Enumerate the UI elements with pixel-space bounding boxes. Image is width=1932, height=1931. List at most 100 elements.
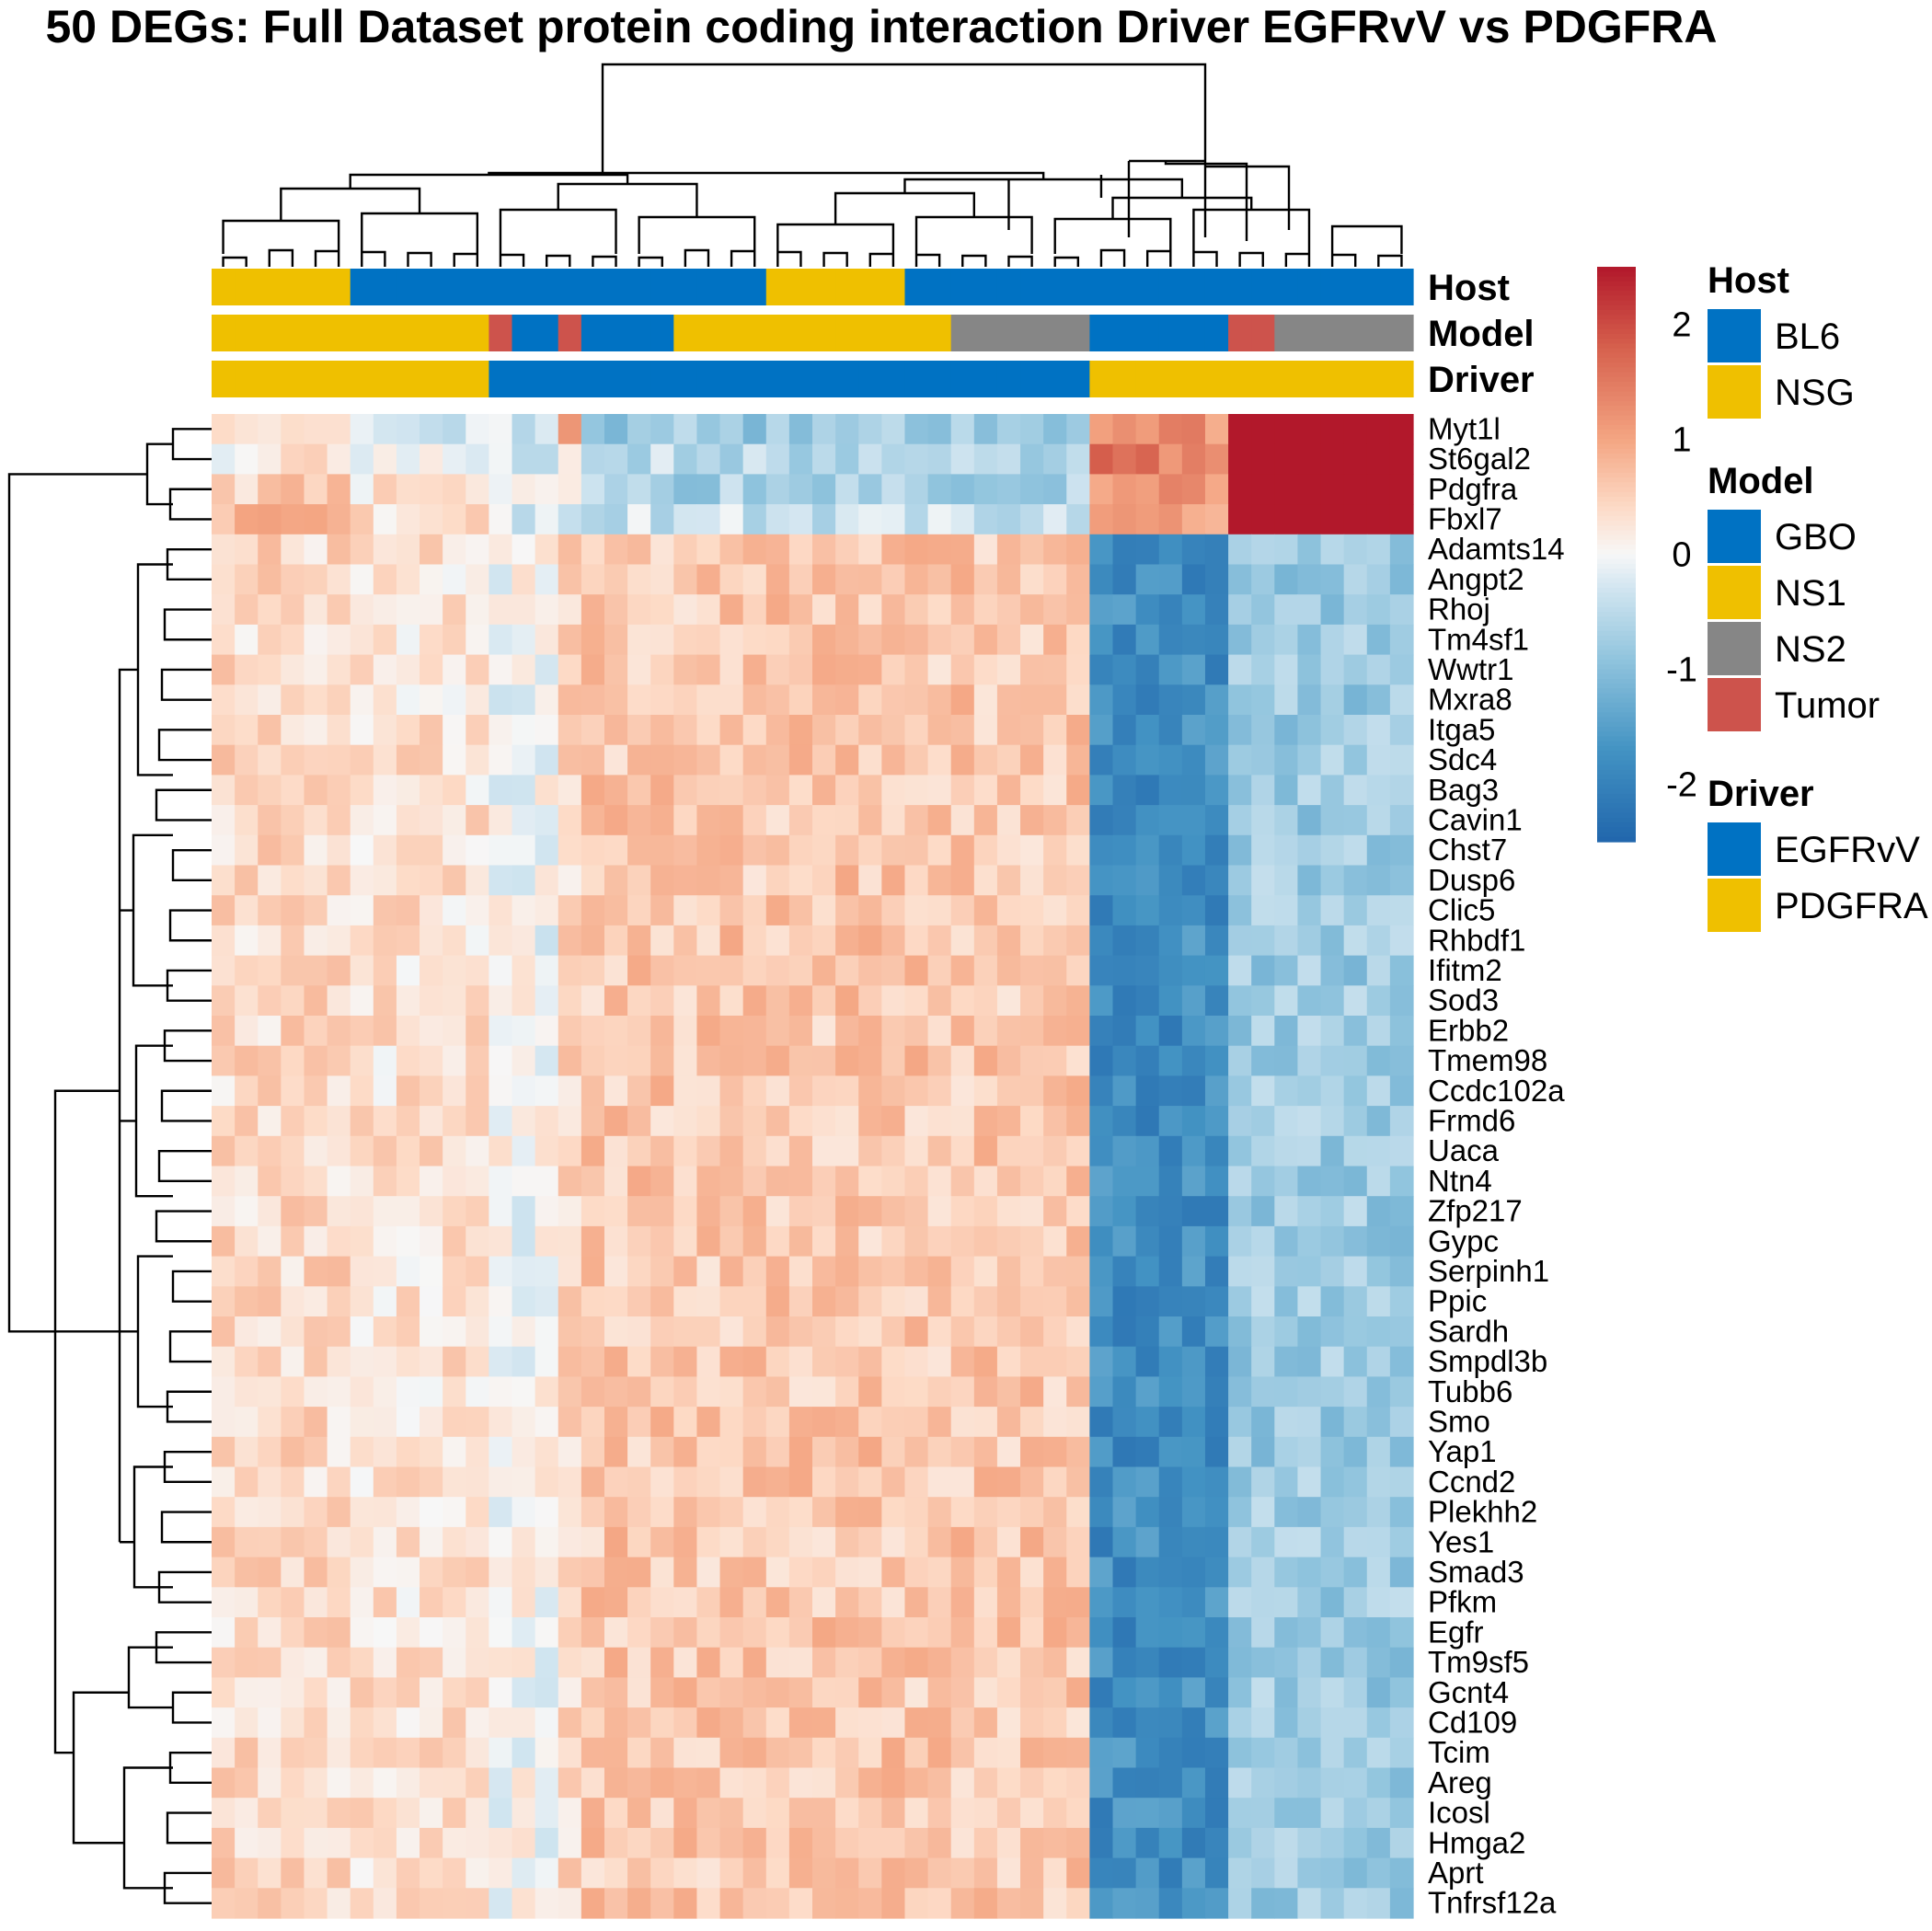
heatmap-cell — [420, 744, 443, 776]
annotation-cell-model — [742, 315, 767, 351]
heatmap-cell — [696, 1888, 721, 1919]
heatmap-cell — [235, 1737, 259, 1769]
heatmap-cell — [373, 654, 397, 685]
heatmap-cell — [350, 1346, 374, 1377]
heatmap-cell — [1389, 1526, 1414, 1558]
heatmap-cell — [396, 564, 420, 595]
heatmap-cell — [1112, 1827, 1137, 1859]
heatmap-cell — [512, 1346, 536, 1377]
heatmap-cell — [581, 1526, 605, 1558]
heatmap-cell — [466, 925, 489, 957]
heatmap-cell — [373, 1436, 397, 1468]
heatmap-cell — [1297, 1436, 1322, 1468]
heatmap-cell — [812, 1256, 836, 1287]
heatmap-cell — [281, 654, 305, 685]
colorbar-segment — [1597, 788, 1636, 795]
heatmap-cell — [1112, 775, 1137, 806]
heatmap-cell — [927, 1256, 952, 1287]
heatmap-cell — [535, 624, 559, 656]
heatmap-cell — [1043, 1045, 1067, 1076]
heatmap-cell — [1158, 1316, 1183, 1348]
heatmap-cell — [904, 1225, 929, 1258]
heatmap-cell — [466, 1677, 489, 1708]
heatmap-cell — [1343, 834, 1368, 867]
heatmap-cell — [1228, 1827, 1252, 1859]
heatmap-cell — [788, 1827, 813, 1859]
heatmap-cell — [742, 955, 767, 986]
annotation-cell-model — [996, 315, 1021, 351]
heatmap-cell — [558, 925, 582, 957]
heatmap-cell — [1089, 1587, 1114, 1618]
colorbar-segment — [1597, 339, 1636, 344]
heatmap-cell — [627, 805, 651, 836]
heatmap-cell — [235, 1677, 259, 1708]
annotation-cell-driver — [673, 361, 698, 397]
heatmap-cell — [396, 744, 420, 776]
heatmap-cell — [742, 1075, 767, 1107]
annotation-cell-driver — [858, 361, 882, 397]
heatmap-cell — [466, 1346, 489, 1377]
heatmap-cell — [443, 414, 466, 445]
heatmap-cell — [1066, 895, 1090, 926]
colorbar-segment — [1597, 487, 1636, 493]
heatmap-cell — [327, 624, 351, 656]
heatmap-cell — [212, 775, 236, 806]
heatmap-cell — [1228, 534, 1252, 566]
heatmap-cell — [973, 1677, 998, 1708]
heatmap-cell — [742, 474, 767, 505]
heatmap-cell — [443, 744, 466, 776]
heatmap-cell — [235, 1767, 259, 1799]
heatmap-cell — [327, 1346, 351, 1377]
heatmap-cell — [1366, 1135, 1391, 1167]
gene-label: Fbxl7 — [1428, 502, 1502, 536]
annotation-cell-host — [212, 269, 236, 305]
annotation-cell-model — [904, 315, 929, 351]
heatmap-cell — [235, 1647, 259, 1678]
heatmap-cell — [212, 414, 236, 445]
heatmap-cell — [835, 654, 859, 685]
heatmap-cell — [1043, 504, 1067, 535]
heatmap-cell — [350, 1376, 374, 1408]
heatmap-cell — [835, 1526, 859, 1558]
heatmap-cell — [535, 865, 559, 896]
heatmap-cell — [420, 1075, 443, 1107]
heatmap-cell — [281, 1225, 305, 1258]
heatmap-cell — [996, 985, 1021, 1017]
heatmap-cell — [535, 1346, 559, 1377]
heatmap-cell — [1389, 1316, 1414, 1348]
heatmap-cell — [1297, 1256, 1322, 1287]
heatmap-cell — [1020, 1798, 1044, 1829]
heatmap-cell — [235, 1827, 259, 1859]
heatmap-cell — [1112, 1256, 1137, 1287]
heatmap-cell — [996, 1557, 1021, 1588]
heatmap-cell — [304, 1256, 328, 1287]
heatmap-cell — [466, 1767, 489, 1799]
heatmap-cell — [1343, 624, 1368, 656]
heatmap-cell — [835, 1436, 859, 1468]
heatmap-cell — [1181, 1256, 1206, 1287]
heatmap-cell — [1020, 925, 1044, 957]
heatmap-cell — [1366, 504, 1391, 535]
heatmap-cell — [304, 1045, 328, 1076]
heatmap-cell — [235, 985, 259, 1017]
heatmap-cell — [581, 474, 605, 505]
heatmap-cell — [304, 1767, 328, 1799]
heatmap-cell — [719, 1827, 744, 1859]
heatmap-cell — [835, 1647, 859, 1678]
heatmap-cell — [1297, 624, 1322, 656]
heatmap-cell — [1020, 1407, 1044, 1438]
heatmap-cell — [696, 1106, 721, 1137]
heatmap-cell — [512, 443, 536, 475]
heatmap-cell — [489, 1045, 513, 1076]
heatmap-cell — [650, 443, 674, 475]
heatmap-cell — [512, 1436, 536, 1468]
heatmap-cell — [581, 895, 605, 926]
annotation-cell-model — [558, 315, 582, 351]
heatmap-cell — [304, 684, 328, 716]
heatmap-cell — [1204, 925, 1229, 957]
heatmap-cell — [1181, 1677, 1206, 1708]
heatmap-cell — [1297, 1106, 1322, 1137]
heatmap-cell — [627, 1587, 651, 1618]
heatmap-cell — [1020, 895, 1044, 926]
heatmap-cell — [327, 805, 351, 836]
